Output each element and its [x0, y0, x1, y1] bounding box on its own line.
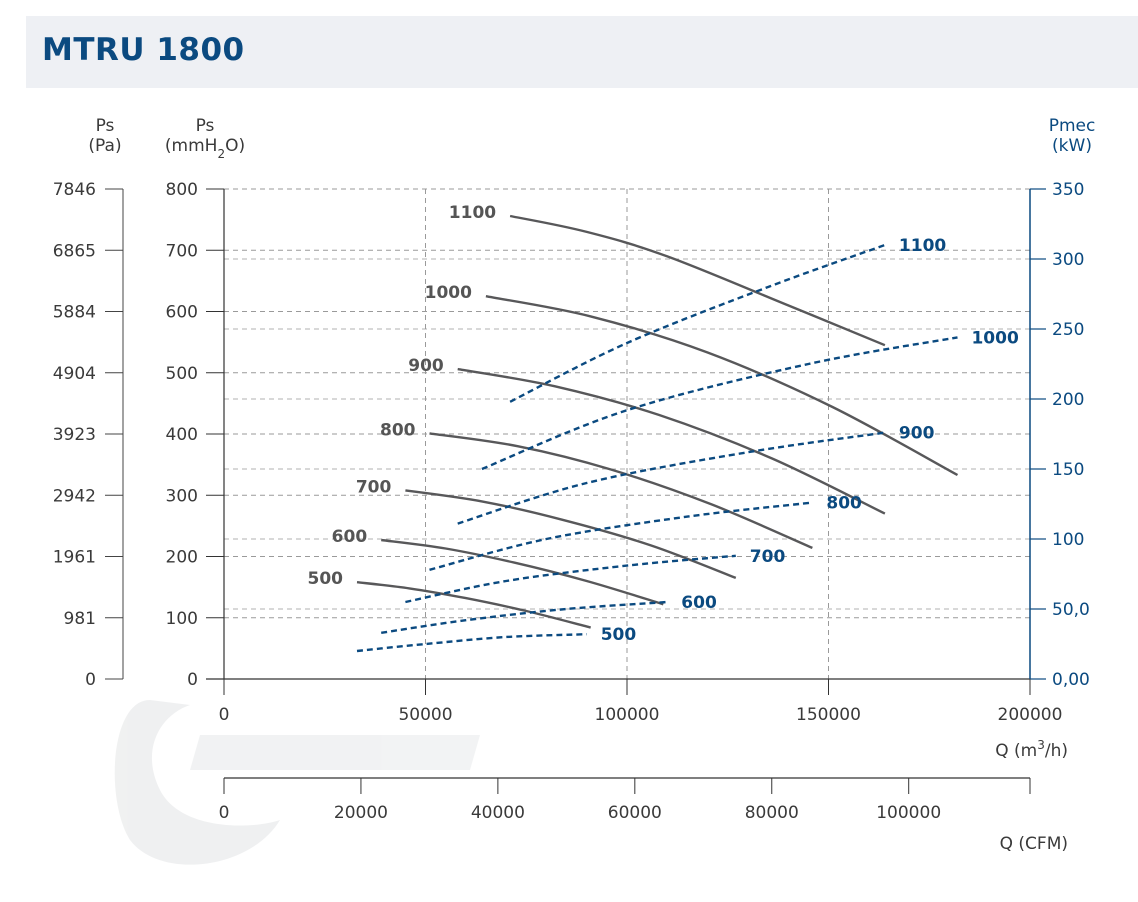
ps-mmh2o-tick-label: 100 [166, 609, 198, 629]
ps-pa-tick-label: 981 [64, 609, 96, 629]
q-cfm-tick-label: 60000 [608, 803, 662, 823]
q-cfm-tick-label: 40000 [471, 803, 525, 823]
pressure-curve-600 [381, 538, 664, 606]
pmec-tick-label: 50,0 [1052, 600, 1090, 620]
ps-mmh2o-label-suffix: O) [225, 136, 245, 156]
pressure-curve-label-600: 600 [332, 527, 368, 547]
pressure-curve-label-1100: 1100 [449, 203, 496, 223]
ps-mmh2o-label-prefix: (mmH [165, 136, 218, 156]
ps-mmh2o-tick-label: 600 [166, 303, 198, 323]
ps-pa-tick-label: 7846 [53, 180, 96, 200]
ps-pa-tick-label: 3923 [53, 425, 96, 445]
ps-pa-tick-label: 1961 [53, 548, 96, 568]
chart-title: MTRU 1800 [42, 32, 245, 68]
pressure-curve-label-1000: 1000 [425, 283, 472, 303]
pmec-tick-label: 300 [1052, 250, 1084, 270]
power-curve-label-500: 500 [601, 625, 637, 645]
power-curve-600 [381, 600, 668, 634]
pressure-curve-900 [457, 367, 886, 515]
q-cfm-tick-label: 0 [219, 803, 230, 823]
pressure-curve-label-700: 700 [356, 477, 392, 497]
ps-mmh2o-tick-label: 500 [166, 364, 198, 384]
power-curve-label-600: 600 [681, 593, 717, 613]
pmec-tick-label: 0,00 [1052, 670, 1090, 690]
ps-pa-tick-label: 2942 [53, 486, 96, 506]
ps-pa-tick-label: 6865 [53, 241, 96, 261]
tick-labels: 7846 6865 5884 4904 3923 2942 1961 981 0 800 700 60… [53, 180, 1090, 823]
pmec-label-top: Pmec [1049, 116, 1096, 136]
ps-pa-label-top: Ps [96, 116, 115, 136]
ps-mmh2o-tick-label: 800 [166, 180, 198, 200]
pmec-label-bottom: (kW) [1052, 136, 1092, 156]
power-curve-1000 [481, 336, 958, 471]
pmec-tick-label: 150 [1052, 460, 1084, 480]
pressure-curves: 500 600 700 800 900 1000 1100 [307, 203, 959, 629]
pmec-tick-label: 350 [1052, 180, 1084, 200]
q-m3h-tick-label: 150000 [796, 705, 861, 725]
power-curves: 500 600 700 800 900 1000 1100 [356, 236, 1019, 653]
pmec-tick-label: 100 [1052, 530, 1084, 550]
power-curve-700 [405, 554, 736, 604]
brand-watermark [114, 700, 480, 865]
pmec-tick-label: 200 [1052, 390, 1084, 410]
pressure-curve-1100 [509, 214, 886, 347]
ps-mmh2o-tick-label: 400 [166, 425, 198, 445]
ps-pa-label-bottom: (Pa) [88, 136, 121, 156]
pressure-curve-700 [405, 489, 737, 580]
power-curve-label-1000: 1000 [971, 328, 1018, 348]
pressure-curve-label-800: 800 [380, 420, 416, 440]
q-cfm-tick-label: 100000 [876, 803, 941, 823]
axes [105, 188, 1046, 794]
q-cfm-axis-label: Q (CFM) [1000, 834, 1068, 854]
ps-mmh2o-label-top: Ps [196, 116, 215, 136]
power-curve-1100 [509, 243, 886, 403]
pressure-curve-800 [429, 432, 813, 550]
header-bar: MTRU 1800 [26, 16, 1138, 88]
pmec-tick-label: 250 [1052, 320, 1084, 340]
ps-pa-tick-label: 5884 [53, 303, 96, 323]
ps-mmh2o-label-sub: 2 [217, 147, 225, 161]
pressure-curve-label-900: 900 [408, 356, 444, 376]
ps-mmh2o-tick-label: 700 [166, 241, 198, 261]
q-m3h-tick-label: 0 [219, 705, 230, 725]
power-curve-label-800: 800 [826, 494, 862, 514]
ps-mmh2o-tick-label: 300 [166, 486, 198, 506]
q-cfm-tick-label: 80000 [745, 803, 799, 823]
pressure-curve-1000 [485, 295, 959, 477]
q-m3h-tick-label: 200000 [998, 705, 1063, 725]
q-m3h-label-suffix: /h) [1045, 741, 1068, 761]
power-curve-label-700: 700 [750, 547, 786, 567]
ps-mmh2o-tick-label: 0 [187, 670, 198, 690]
ps-mmh2o-tick-label: 200 [166, 548, 198, 568]
q-m3h-label-prefix: Q (m [995, 741, 1037, 761]
q-m3h-tick-label: 100000 [595, 705, 660, 725]
power-curve-label-1100: 1100 [899, 236, 946, 256]
q-m3h-axis-label: Q (m3/h) [995, 738, 1068, 761]
pressure-curve-500 [356, 581, 591, 629]
ps-pa-tick-label: 4904 [53, 364, 96, 384]
q-m3h-label-sup: 3 [1037, 738, 1045, 752]
pressure-curve-label-500: 500 [307, 569, 343, 589]
ps-mmh2o-label-bottom: (mmH2O) [165, 136, 245, 161]
ps-pa-tick-label: 0 [85, 670, 96, 690]
power-curve-800 [429, 501, 813, 571]
q-m3h-tick-label: 50000 [398, 705, 452, 725]
power-curve-label-900: 900 [899, 424, 935, 444]
power-curve-500 [356, 633, 587, 653]
q-cfm-tick-label: 20000 [334, 803, 388, 823]
